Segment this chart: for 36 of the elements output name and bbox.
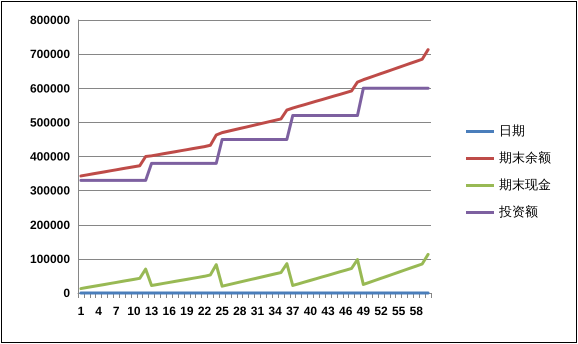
x-tick-label: 22 [198,304,212,318]
x-tick-label: 28 [233,304,247,318]
x-tick-label: 40 [304,304,318,318]
x-tick-label: 16 [162,304,176,318]
x-tick-label: 46 [339,304,353,318]
x-tick-label: 55 [392,304,406,318]
y-tick-label: 700000 [30,47,70,62]
line-series [79,252,430,290]
x-tick-label: 4 [95,304,102,318]
legend-label: 期末余额 [499,151,551,166]
x-tick-label: 19 [180,304,194,318]
y-tick-label: 500000 [30,115,70,130]
x-tick-label: 31 [250,304,264,318]
y-tick-label: 800000 [30,13,70,27]
legend-label: 期末现金 [499,178,551,193]
legend-label: 日期 [499,124,525,139]
x-tick-label: 37 [286,304,300,318]
y-tick-label: 100000 [30,252,70,266]
x-tick-label: 58 [410,304,424,318]
y-tick-label: 600000 [30,81,70,96]
y-tick-label: 400000 [30,150,70,164]
x-tick-label: 49 [356,304,370,318]
y-tick-label: 200000 [30,218,70,232]
x-tick-label: 1 [78,304,85,318]
x-tick-label: 10 [127,304,141,318]
x-tick-label: 34 [268,304,282,318]
x-tick-label: 25 [215,304,230,318]
x-tick-label: 52 [374,304,388,318]
legend-label: 投资额 [498,205,538,220]
y-tick-label: 0 [63,286,70,300]
x-tick-label: 43 [321,304,336,318]
y-tick-label: 300000 [30,184,70,198]
x-tick-label: 13 [144,304,159,318]
x-tick-label: 7 [112,304,120,318]
line-series [79,86,430,182]
line-series [79,48,430,178]
